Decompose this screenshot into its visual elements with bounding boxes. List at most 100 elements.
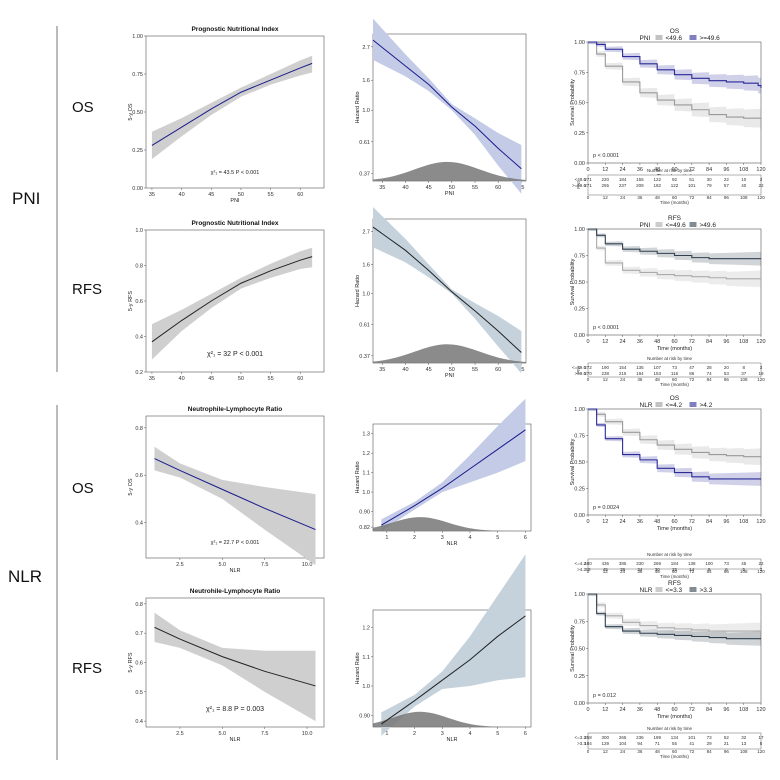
risk-cell: 194 bbox=[636, 371, 644, 376]
risk-x-tick-label: 48 bbox=[655, 377, 661, 382]
y-tick-label: 0.90 bbox=[359, 510, 370, 516]
risk-cell: 36 bbox=[620, 567, 626, 572]
risk-cell: 237 bbox=[619, 183, 627, 188]
x-tick-label: 5 bbox=[496, 731, 499, 737]
km-curve bbox=[588, 593, 761, 632]
risk-cell: 47 bbox=[689, 365, 695, 370]
group-label-pni: PNI bbox=[12, 189, 40, 208]
x-tick-label: 120 bbox=[756, 519, 765, 525]
y-tick-label: 1.6 bbox=[362, 262, 370, 268]
risk-x-tick-label: 84 bbox=[707, 377, 713, 382]
y-axis-label: Survival Probability bbox=[570, 258, 576, 305]
legend: PNI <49.6 >=49.6 bbox=[640, 35, 720, 42]
confidence-band bbox=[154, 612, 316, 722]
risk-cell: 22 bbox=[724, 177, 730, 182]
risk-x-axis-label: Time (months) bbox=[660, 754, 689, 759]
legend-swatch bbox=[689, 587, 697, 592]
x-tick-label: 10.0 bbox=[302, 562, 313, 568]
chart-title: Neutrophile-Lymphocyte Ratio bbox=[188, 406, 282, 413]
x-tick-label: 50 bbox=[449, 367, 455, 373]
risk-x-tick-label: 24 bbox=[620, 749, 626, 754]
y-tick-label: 0.00 bbox=[574, 513, 585, 519]
x-tick-label: 0 bbox=[586, 707, 589, 713]
risk-table-frame bbox=[587, 558, 762, 570]
risk-cell: 122 bbox=[671, 183, 679, 188]
x-tick-label: 60 bbox=[297, 192, 303, 198]
km-curve bbox=[588, 408, 761, 480]
row-label-os-pni: OS bbox=[72, 99, 94, 116]
legend-item: <=49.6 bbox=[666, 222, 687, 229]
risk-cell: 134 bbox=[671, 735, 679, 740]
risk-cell: 189 bbox=[653, 735, 661, 740]
confidence-band bbox=[154, 446, 316, 566]
y-axis-label: 5-y OS bbox=[128, 103, 134, 120]
fit-line bbox=[154, 626, 316, 687]
legend: PNI <=49.6 >49.6 bbox=[640, 222, 716, 229]
risk-cell: 37 bbox=[741, 371, 747, 376]
x-tick-label: 50 bbox=[238, 192, 244, 198]
risk-cell: 57 bbox=[724, 183, 730, 188]
y-tick-label: 0.37 bbox=[359, 354, 370, 360]
y-tick-label: 0.6 bbox=[135, 661, 143, 667]
legend-swatch bbox=[655, 402, 663, 407]
x-tick-label: 40 bbox=[402, 185, 408, 191]
x-tick-label: 72 bbox=[689, 339, 695, 345]
x-tick-label: 12 bbox=[602, 707, 608, 713]
risk-x-tick-label: 12 bbox=[603, 569, 609, 574]
risk-cell: 30 bbox=[707, 177, 713, 182]
x-tick-label: 96 bbox=[723, 167, 729, 173]
risk-cell: 153 bbox=[653, 371, 661, 376]
y-tick-label: 0.00 bbox=[574, 333, 585, 339]
x-tick-label: 2.5 bbox=[176, 731, 184, 737]
risk-cell: 135 bbox=[636, 365, 644, 370]
risk-cell: 51 bbox=[689, 177, 695, 182]
risk-cell: 184 bbox=[584, 741, 592, 746]
legend-swatch bbox=[655, 222, 663, 227]
risk-cell: 236 bbox=[636, 735, 644, 740]
y-tick-label: 0.00 bbox=[574, 701, 585, 707]
x-tick-label: 108 bbox=[739, 707, 748, 713]
risk-cell: 272 bbox=[584, 365, 592, 370]
x-tick-label: 72 bbox=[689, 519, 695, 525]
risk-cell: 29 bbox=[707, 741, 713, 746]
x-tick-label: 120 bbox=[756, 339, 765, 345]
chi-square-annotation: χ²₁ = 43.5 P < 0.001 bbox=[211, 170, 260, 176]
x-axis-label: NLR bbox=[446, 541, 457, 547]
plot-frame bbox=[587, 408, 762, 516]
x-tick-label: 45 bbox=[426, 185, 432, 191]
chart-panel-7: Neutrophile-Lymphocyte Ratio 0.4 0.6 0.8 2.5… bbox=[128, 406, 325, 574]
legend-title: PNI bbox=[640, 35, 651, 42]
y-tick-label: 0.50 bbox=[574, 101, 585, 107]
risk-table-title: Number at risk by time bbox=[647, 726, 693, 731]
risk-x-tick-label: 24 bbox=[620, 377, 626, 382]
y-tick-label: 0.8 bbox=[135, 602, 143, 608]
risk-x-tick-label: 12 bbox=[603, 749, 609, 754]
y-axis-label: Hazard Ratio bbox=[355, 275, 361, 307]
risk-cell: 73 bbox=[724, 561, 730, 566]
y-tick-label: 1.0 bbox=[362, 684, 370, 690]
x-tick-label: 10.0 bbox=[302, 731, 313, 737]
x-tick-label: 7.5 bbox=[261, 731, 269, 737]
chart-panel-8: 0.82 0.90 1.0 1.1 1.2 1.3 1 2 3 4 5 6 NLR Hazard Rati… bbox=[355, 398, 532, 547]
risk-x-tick-label: 12 bbox=[603, 195, 609, 200]
row-label-os-nlr: OS bbox=[72, 480, 94, 497]
density-area bbox=[373, 161, 526, 181]
y-tick-label: 0.2 bbox=[135, 370, 143, 376]
x-tick-label: 3 bbox=[441, 731, 444, 737]
y-tick-label: 1.3 bbox=[362, 432, 370, 438]
legend-swatch bbox=[689, 402, 697, 407]
chart-title: OS bbox=[670, 395, 680, 402]
risk-cell: 182 bbox=[653, 183, 661, 188]
chart-title: RFS bbox=[668, 215, 682, 222]
risk-cell: 17 bbox=[758, 735, 764, 740]
risk-cell: 94 bbox=[637, 741, 643, 746]
risk-x-tick-label: 108 bbox=[740, 569, 748, 574]
y-tick-label: 1.0 bbox=[135, 228, 143, 234]
risk-cell: 100 bbox=[705, 561, 713, 566]
km-curve bbox=[588, 408, 762, 458]
y-tick-label: 0.50 bbox=[574, 647, 585, 653]
y-tick-label: 0.75 bbox=[574, 434, 585, 440]
x-tick-label: 45 bbox=[208, 376, 214, 382]
y-tick-label: 2.7 bbox=[362, 230, 370, 236]
